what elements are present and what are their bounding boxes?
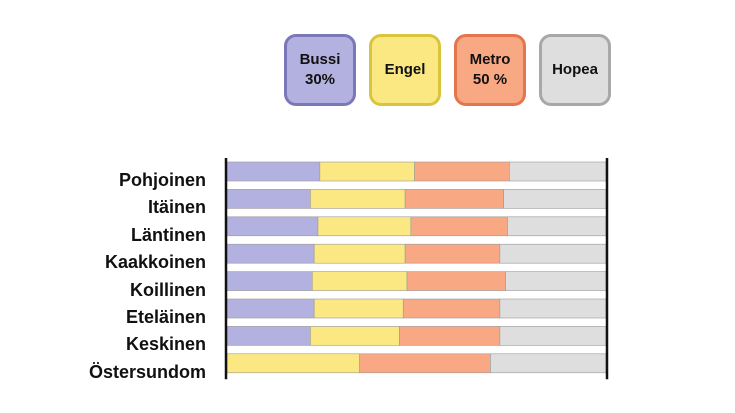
bar-engel-1 [319,161,415,182]
bar-metro-4 [404,243,501,264]
bar-hopea-2 [503,189,607,209]
category-label: Keskinen [125,334,206,355]
bar-engel-5 [311,271,408,291]
category-label: Läntinen [131,224,206,245]
legend-item-engel: Engel [369,34,441,106]
legend-item-metro: Metro 50 % [454,34,526,106]
legend-item-bussi: Bussi 30% [284,34,356,106]
bar-hopea-6 [499,298,607,319]
bar-engel-2 [310,189,406,209]
bar-bussi-7 [226,326,311,346]
bar-engel-3 [317,216,412,237]
category-label: Kaakkoinen [104,252,206,273]
bar-bussi-6 [226,298,315,319]
legend-item-hopea: Hopea [539,34,611,106]
bar-bussi-4 [226,243,315,264]
bar-engel-4 [313,243,406,264]
bar-metro-2 [404,189,504,209]
bar-engel-7 [310,326,400,346]
category-label: Pohjoinen [119,170,206,190]
category-label: Eteläinen [125,307,206,327]
category-label: Koillinen [130,279,206,300]
bar-bussi-5 [226,271,313,291]
legend-label: Hopea [552,61,598,78]
bar-engel-8 [226,353,360,374]
legend-label: Metro [469,51,511,68]
bar-metro-6 [402,298,501,319]
category-label: Östersundom [88,361,206,382]
category-label: Itäinen [147,197,206,218]
bar-hopea-4 [499,243,607,264]
bar-metro-8 [359,353,491,374]
bar-metro-3 [410,216,508,237]
bar-bussi-1 [226,161,321,182]
bar-hopea-1 [509,161,607,182]
legend-label: Bussi [299,51,341,68]
bar-metro-5 [406,271,506,291]
bar-hopea-8 [490,353,607,374]
bar-metro-7 [399,326,501,346]
bar-bussi-3 [226,216,319,237]
bar-bussi-2 [226,189,311,209]
bar-hopea-5 [505,271,607,291]
legend-label: Engel [384,61,426,78]
legend-value: 50 % [472,71,508,88]
bar-hopea-7 [499,326,607,346]
bar-hopea-3 [507,216,607,237]
bar-engel-6 [313,298,404,319]
legend-value: 30% [304,71,336,88]
bar-metro-1 [414,161,510,182]
